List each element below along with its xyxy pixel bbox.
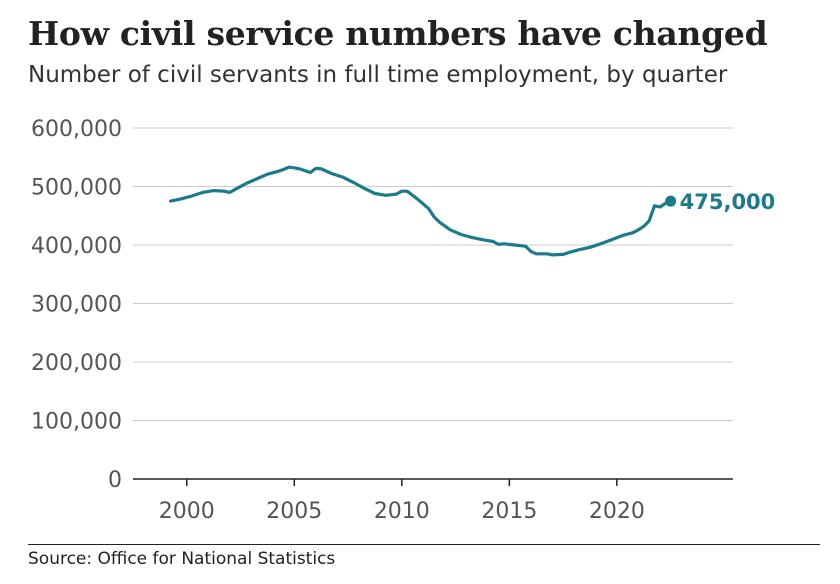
y-tick-label: 100,000 xyxy=(31,410,122,435)
chart-subtitle: Number of civil servants in full time em… xyxy=(28,62,728,88)
x-tick-label: 2005 xyxy=(266,499,322,524)
end-value-label: 475,000 xyxy=(680,190,776,214)
y-tick-label: 600,000 xyxy=(31,117,122,142)
footer-rule xyxy=(28,544,820,545)
x-tick-label: 2015 xyxy=(481,499,537,524)
chart-title: How civil service numbers have changed xyxy=(28,14,768,53)
y-tick-label: 0 xyxy=(108,468,122,493)
x-tick-label: 2000 xyxy=(159,499,215,524)
y-tick-label: 300,000 xyxy=(31,293,122,318)
y-tick-label: 200,000 xyxy=(31,351,122,376)
x-tick-label: 2020 xyxy=(589,499,645,524)
end-point-marker xyxy=(665,195,677,207)
line-chart: 0 100,000 200,000 300,000 400,000 500,000 600,… xyxy=(31,117,776,524)
y-tick-label: 400,000 xyxy=(31,234,122,259)
series-line xyxy=(169,165,673,257)
y-tick-label: 500,000 xyxy=(31,176,122,201)
source-note: Source: Office for National Statistics xyxy=(28,549,336,569)
x-tick-label: 2010 xyxy=(374,499,430,524)
